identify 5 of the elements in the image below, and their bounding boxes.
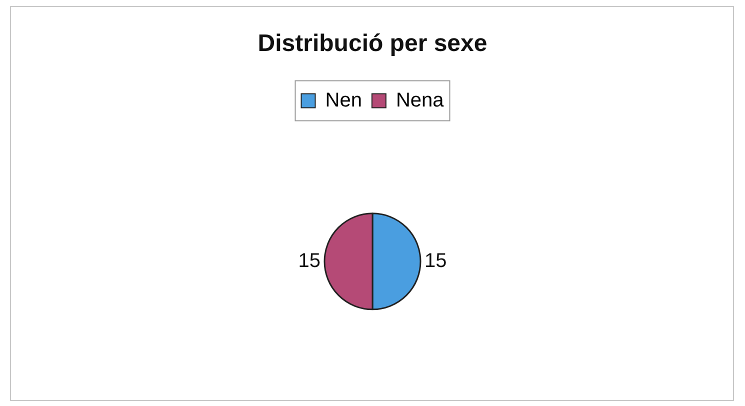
chart-title: Distribució per sexe <box>258 30 488 58</box>
data-label: 15 <box>298 250 320 272</box>
data-label: 15 <box>424 250 447 272</box>
legend-label: Nena <box>396 89 445 112</box>
legend-label: Nen <box>325 89 362 112</box>
